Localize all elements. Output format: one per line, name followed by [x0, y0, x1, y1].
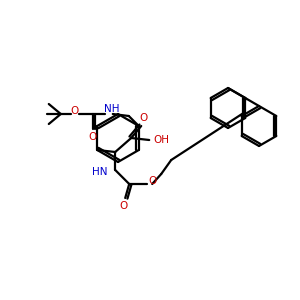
- Text: NH: NH: [104, 104, 119, 114]
- Text: HN: HN: [92, 167, 107, 177]
- Text: O: O: [139, 113, 147, 123]
- Text: O: O: [148, 176, 156, 186]
- Text: O: O: [89, 132, 97, 142]
- Text: OH: OH: [153, 135, 169, 145]
- Text: O: O: [119, 201, 127, 211]
- Text: O: O: [71, 106, 79, 116]
